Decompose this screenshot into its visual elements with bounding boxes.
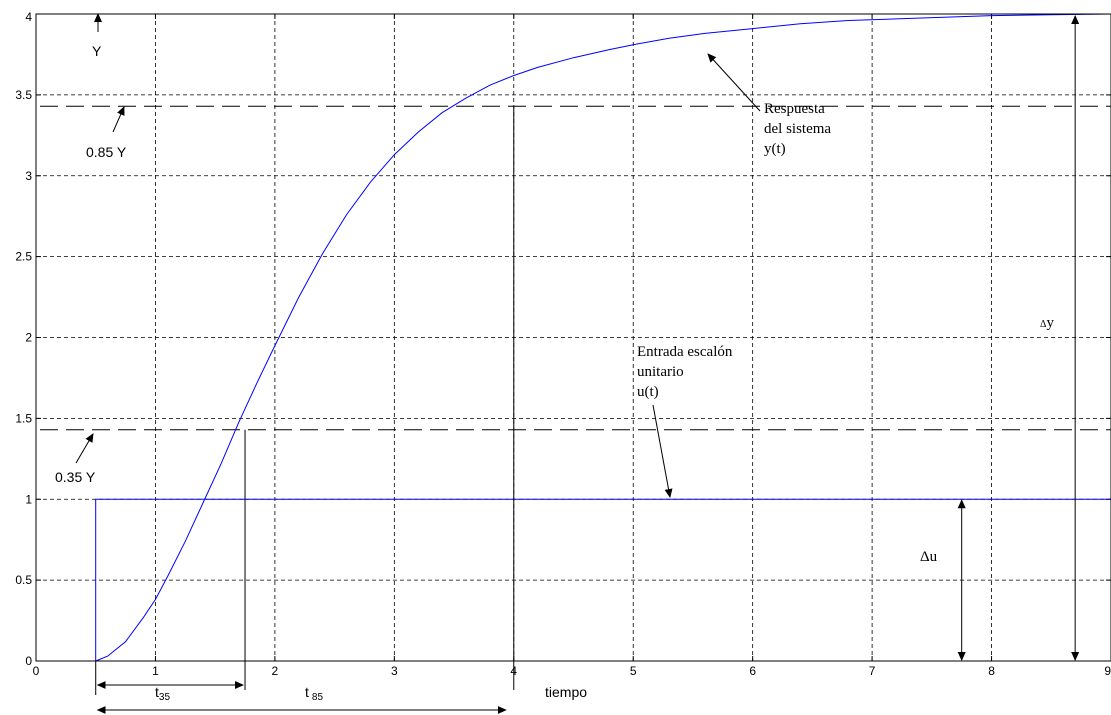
y-tick-label: 3.5 bbox=[15, 88, 32, 102]
y085-arrow bbox=[112, 106, 125, 133]
respuesta-annotation: Respuesta del sistema y(t) bbox=[707, 53, 831, 157]
entrada-label-line2: unitario bbox=[637, 364, 684, 380]
y035-label: 0.35 Y bbox=[55, 469, 96, 485]
time-markers bbox=[95, 106, 515, 695]
y-tick-label: 2 bbox=[25, 331, 32, 345]
y-tick-label: 1 bbox=[25, 492, 32, 506]
x-tick-label: 8 bbox=[988, 664, 995, 678]
entrada-label-line1: Entrada escalón bbox=[637, 344, 733, 360]
data-series bbox=[95, 13, 1111, 662]
t35-label: t35 bbox=[155, 684, 170, 703]
y-axis-ticks: 0 0.5 1 1.5 2 2.5 3 3.5 4 bbox=[15, 10, 1111, 668]
y-tick-label: 1.5 bbox=[15, 411, 32, 425]
t85-annotation: t 85 bbox=[96, 684, 507, 714]
x-axis-ticks: 0123456789 bbox=[33, 14, 1111, 678]
x-tick-label: 1 bbox=[152, 664, 159, 678]
x-tick-label: 0 bbox=[33, 664, 40, 678]
t85-label: t 85 bbox=[305, 684, 323, 703]
x-tick-label: 7 bbox=[869, 664, 876, 678]
delta-y-label: Δy bbox=[1040, 315, 1054, 331]
y035-arrow bbox=[75, 433, 94, 464]
y035-annotation: 0.35 Y bbox=[55, 433, 96, 485]
respuesta-label-line3: y(t) bbox=[764, 141, 786, 157]
y085-annotation: 0.85 Y bbox=[86, 106, 127, 160]
y-tick-label: 2.5 bbox=[15, 250, 32, 264]
entrada-annotation: Entrada escalón unitario u(t) bbox=[637, 344, 733, 498]
x-tick-label: 5 bbox=[630, 664, 637, 678]
respuesta-label-line2: del sistema bbox=[764, 121, 831, 137]
y-max-label: Y bbox=[92, 43, 102, 59]
y-tick-label: 3 bbox=[25, 169, 32, 183]
respuesta-label-line1: Respuesta bbox=[764, 101, 825, 117]
series-line bbox=[95, 498, 1111, 661]
delta-y-annotation: Δy bbox=[1040, 15, 1080, 661]
x-tick-label: 3 bbox=[391, 664, 398, 678]
y085-label: 0.85 Y bbox=[86, 144, 127, 160]
delta-u-label: Δu bbox=[920, 549, 938, 565]
y-tick-label: 0 bbox=[25, 654, 32, 668]
y-max-annotation: Y bbox=[92, 13, 102, 59]
t35-annotation: t35 bbox=[96, 681, 245, 703]
x-tick-label: 2 bbox=[272, 664, 279, 678]
reference-lines bbox=[40, 105, 1111, 431]
grid-lines bbox=[36, 14, 1111, 661]
delta-u-annotation: Δu bbox=[920, 499, 966, 661]
entrada-label-line3: u(t) bbox=[637, 384, 659, 400]
plot-frame bbox=[35, 13, 1111, 662]
x-axis-label: tiempo bbox=[545, 684, 587, 700]
entrada-arrow bbox=[652, 404, 673, 498]
y-tick-label: 0.5 bbox=[15, 573, 32, 587]
x-tick-label: 9 bbox=[1104, 664, 1111, 678]
respuesta-arrow bbox=[707, 53, 761, 112]
x-tick-label: 6 bbox=[749, 664, 756, 678]
y-tick-label: 4 bbox=[25, 10, 32, 24]
series-line bbox=[95, 13, 1111, 662]
